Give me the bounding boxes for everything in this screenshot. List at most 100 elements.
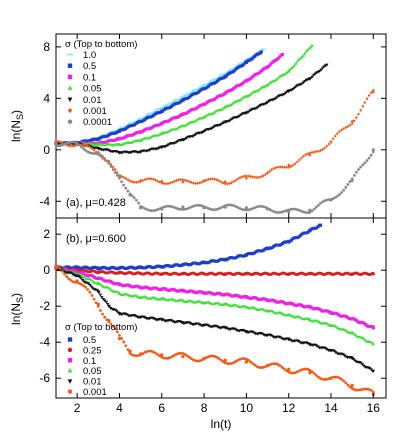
data-point: [151, 177, 155, 181]
data-point: [101, 156, 104, 160]
data-point: [371, 148, 375, 152]
data-point: [257, 365, 261, 369]
data-point: [202, 261, 206, 265]
data-point: [145, 177, 149, 181]
data-point: [166, 181, 170, 186]
series-0.5: [54, 50, 263, 146]
data-point: [314, 205, 318, 209]
data-point: [234, 178, 238, 182]
data-point: [132, 314, 137, 318]
data-point: [344, 329, 348, 333]
data-point: [289, 66, 294, 70]
data-point: [269, 333, 273, 337]
legend-marker: [67, 368, 73, 373]
data-point: [173, 353, 176, 357]
series-0.0001: [54, 140, 375, 215]
data-point: [75, 274, 79, 278]
data-point: [88, 151, 92, 155]
data-point: [175, 352, 178, 356]
data-point: [82, 147, 85, 151]
data-point: [329, 349, 333, 353]
data-point: [168, 204, 172, 208]
data-point: [211, 208, 214, 212]
data-point: [219, 358, 223, 362]
data-point: [255, 89, 260, 93]
data-point: [259, 50, 263, 54]
data-point: [325, 321, 329, 325]
data-point: [344, 125, 348, 130]
data-point: [81, 278, 85, 282]
data-point: [244, 176, 248, 181]
data-point: [169, 102, 174, 105]
data-point: [117, 283, 122, 287]
data-point: [360, 363, 365, 367]
data-point: [138, 295, 143, 299]
data-point: [162, 181, 166, 186]
data-point: [196, 359, 200, 363]
data-point: [291, 65, 295, 69]
data-point: [287, 165, 291, 169]
data-point: [158, 180, 162, 184]
data-point: [117, 266, 122, 270]
data-point: [280, 210, 284, 214]
data-point: [82, 280, 86, 284]
data-point: [181, 298, 185, 303]
data-point: [218, 75, 223, 77]
data-point: [166, 204, 170, 208]
data-point: [205, 83, 209, 86]
data-point: [287, 163, 291, 168]
data-point: [362, 337, 366, 341]
data-point: [134, 180, 138, 184]
data-point: [217, 179, 221, 183]
data-point: [329, 272, 333, 276]
data-point: [181, 124, 185, 128]
data-point: [160, 297, 164, 301]
data-point: [291, 207, 295, 211]
data-point: [160, 131, 164, 136]
data-point: [287, 367, 291, 371]
data-point: [198, 203, 202, 207]
data-point: [215, 178, 219, 182]
data-point: [181, 289, 185, 293]
legend-marker: [67, 97, 73, 102]
data-point: [181, 112, 185, 117]
data-point: [171, 101, 175, 104]
data-point: [287, 301, 291, 306]
data-point: [111, 168, 115, 171]
data-point: [319, 68, 323, 72]
x-tick-label: 4: [116, 401, 123, 415]
data-point: [206, 324, 211, 328]
data-point: [139, 119, 143, 124]
data-point: [181, 352, 185, 355]
panel-a-y-ticks: 8 4 0 -4: [39, 40, 386, 208]
data-point: [126, 178, 130, 182]
data-point: [278, 165, 282, 169]
data-point: [86, 144, 90, 148]
data-point: [122, 141, 126, 145]
data-point: [249, 91, 254, 95]
data-point: [117, 312, 122, 316]
data-point: [175, 178, 178, 183]
data-point: [138, 118, 143, 120]
data-point: [325, 348, 329, 352]
data-point: [181, 272, 185, 276]
data-point: [196, 322, 200, 326]
data-point: [109, 306, 113, 310]
data-point: [113, 327, 117, 331]
data-point: [316, 319, 320, 323]
data-point: [298, 56, 302, 60]
data-point: [122, 340, 126, 344]
data-point: [160, 207, 164, 211]
data-point: [200, 180, 204, 184]
data-point: [244, 94, 249, 98]
data-point: [357, 168, 360, 171]
data-point: [334, 351, 338, 355]
data-point: [325, 377, 329, 381]
data-point: [273, 78, 277, 82]
data-point: [278, 364, 282, 368]
data-point: [310, 150, 314, 155]
legend-marker: [67, 53, 73, 56]
data-point: [308, 272, 312, 276]
legend-marker: [67, 107, 73, 114]
data-point: [225, 203, 229, 207]
